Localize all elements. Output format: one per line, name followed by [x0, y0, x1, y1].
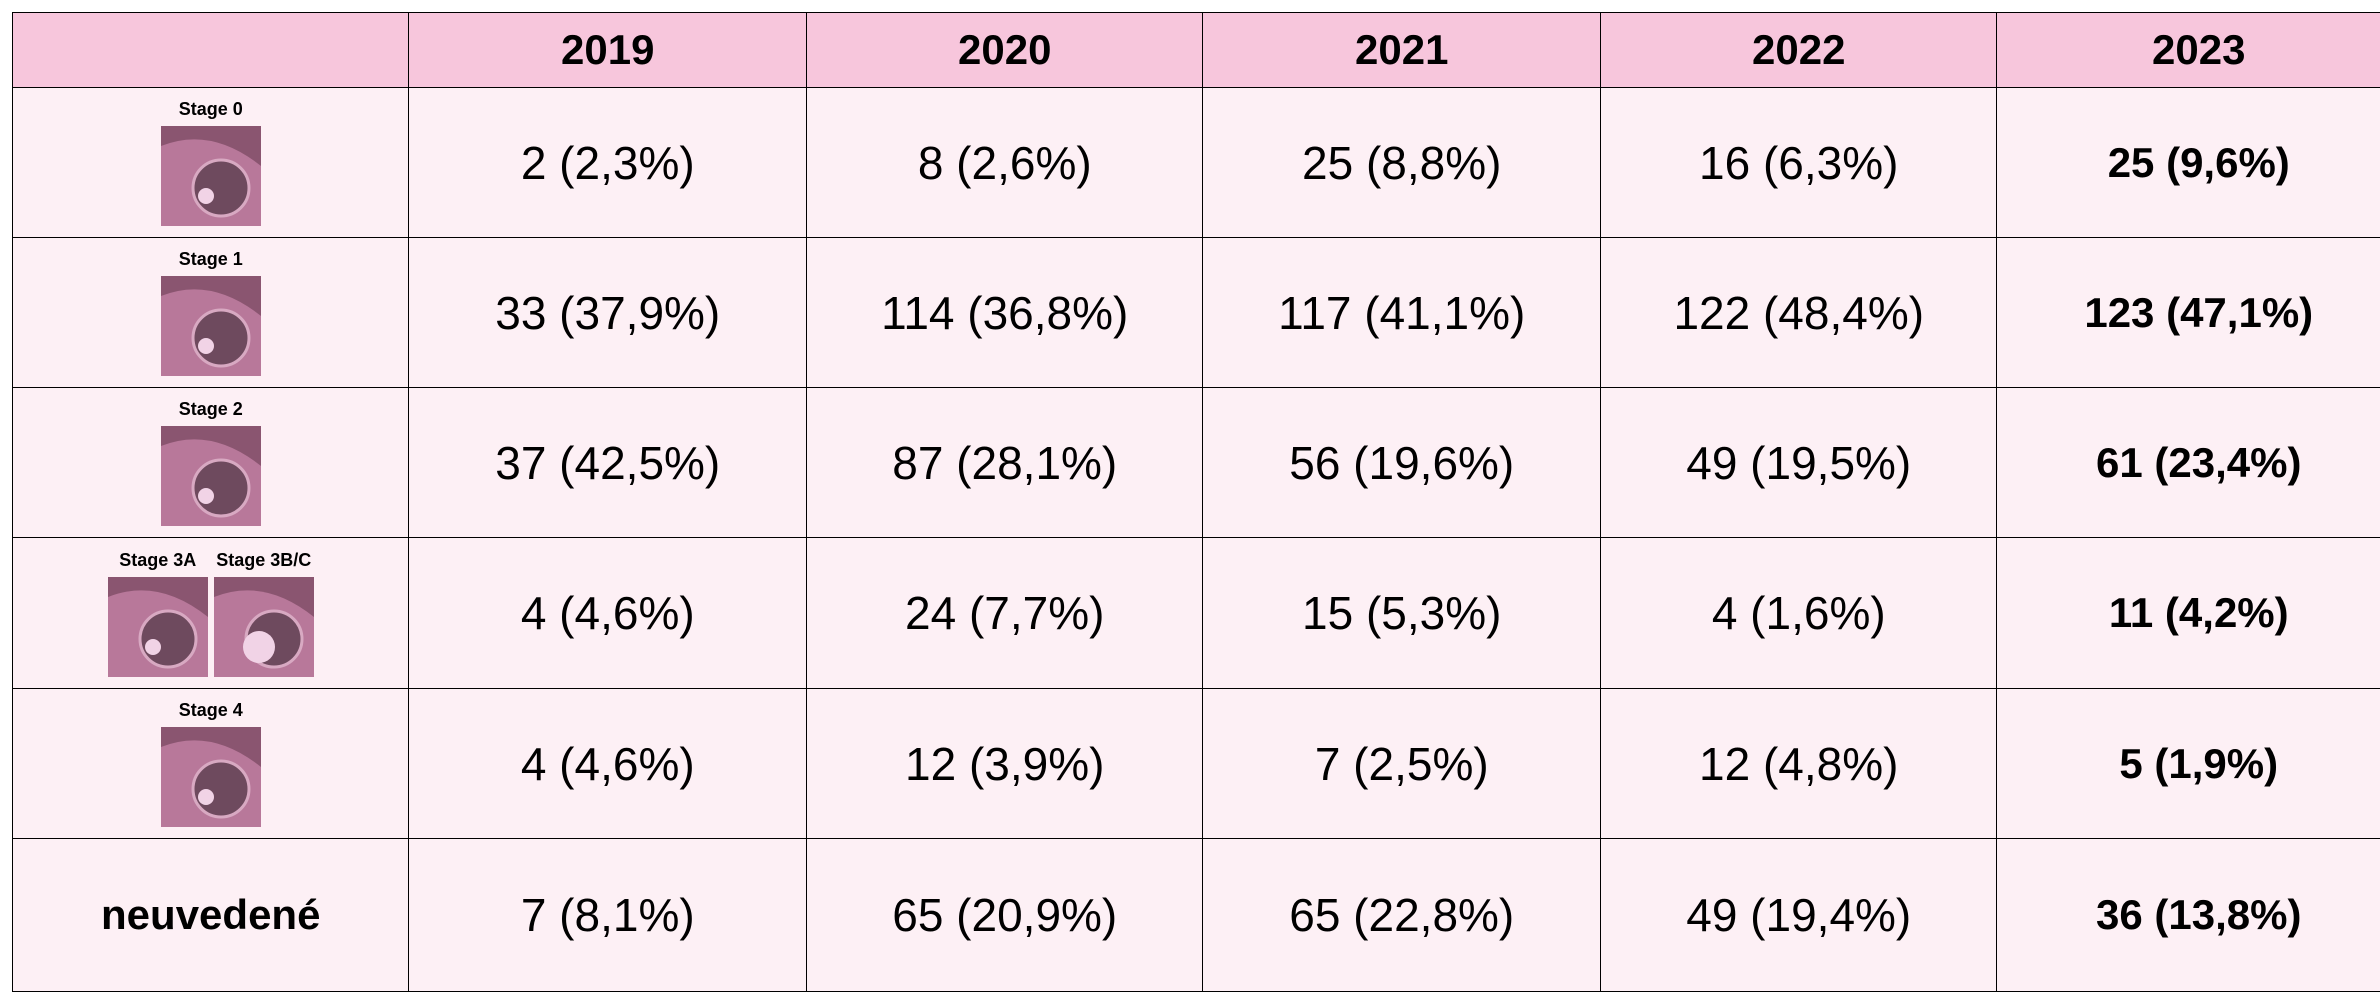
data-cell: 2 (2,3%) [408, 87, 808, 239]
stage-label: Stage 3B/C [216, 549, 312, 570]
stage-label: Stage 4 [178, 700, 243, 721]
data-cell: 61 (23,4%) [1996, 387, 2380, 539]
stage: Stage 4 [160, 700, 261, 828]
stage-images: Stage 3A Stage 3B/C [107, 549, 314, 677]
header-cell: 2023 [1996, 12, 2380, 89]
data-cell: 49 (19,4%) [1600, 838, 1998, 992]
stage-label: Stage 0 [178, 99, 243, 120]
header-cell: 2020 [806, 12, 1204, 89]
stage-label: Stage 1 [178, 249, 243, 270]
header-cell: 2021 [1202, 12, 1602, 89]
data-cell: 37 (42,5%) [408, 387, 808, 539]
data-cell: 123 (47,1%) [1996, 237, 2380, 389]
data-cell: 4 (1,6%) [1600, 537, 1998, 690]
stage-images: Stage 1 [160, 249, 261, 377]
stage-illustration [160, 126, 261, 227]
data-cell: 16 (6,3%) [1600, 87, 1998, 239]
row-label-cell: neuvedené [12, 838, 410, 992]
stage: Stage 0 [160, 99, 261, 227]
data-cell: 4 (4,6%) [408, 688, 808, 840]
data-cell: 36 (13,8%) [1996, 838, 2380, 992]
data-cell: 12 (4,8%) [1600, 688, 1998, 840]
row-label-cell: Stage 4 [12, 688, 410, 840]
row-label-cell: Stage 2 [12, 387, 410, 539]
stage-images: Stage 0 [160, 99, 261, 227]
stage-illustration [107, 576, 208, 677]
data-cell: 33 (37,9%) [408, 237, 808, 389]
stage-illustration [160, 426, 261, 527]
data-cell: 25 (9,6%) [1996, 87, 2380, 239]
row-label-cell: Stage 3A Stage 3B/C [12, 537, 410, 690]
stage-label: Stage 2 [178, 399, 243, 420]
data-cell: 24 (7,7%) [806, 537, 1204, 690]
stage-illustration [160, 727, 261, 828]
stage: Stage 3A [107, 549, 208, 677]
data-cell: 49 (19,5%) [1600, 387, 1998, 539]
data-cell: 122 (48,4%) [1600, 237, 1998, 389]
data-cell: 25 (8,8%) [1202, 87, 1602, 239]
header-cell: 2022 [1600, 12, 1998, 89]
stage-illustration [160, 276, 261, 377]
data-cell: 65 (22,8%) [1202, 838, 1602, 992]
stage: Stage 2 [160, 399, 261, 527]
data-cell: 7 (2,5%) [1202, 688, 1602, 840]
stage-images: Stage 4 [160, 700, 261, 828]
data-cell: 7 (8,1%) [408, 838, 808, 992]
stage-images: Stage 2 [160, 399, 261, 527]
data-cell: 15 (5,3%) [1202, 537, 1602, 690]
stage: Stage 3B/C [213, 549, 314, 677]
stage: Stage 1 [160, 249, 261, 377]
row-label: neuvedené [101, 890, 321, 938]
data-cell: 4 (4,6%) [408, 537, 808, 690]
data-cell: 12 (3,9%) [806, 688, 1204, 840]
data-cell: 11 (4,2%) [1996, 537, 2380, 690]
data-cell: 117 (41,1%) [1202, 237, 1602, 389]
data-cell: 65 (20,9%) [806, 838, 1204, 992]
header-corner [12, 12, 410, 89]
row-label-cell: Stage 0 [12, 87, 410, 239]
data-cell: 114 (36,8%) [806, 237, 1204, 389]
header-cell: 2019 [408, 12, 808, 89]
data-cell: 5 (1,9%) [1996, 688, 2380, 840]
row-label-cell: Stage 1 [12, 237, 410, 389]
data-cell: 56 (19,6%) [1202, 387, 1602, 539]
stage-label: Stage 3A [119, 549, 197, 570]
stage-illustration [213, 576, 314, 677]
data-cell: 8 (2,6%) [806, 87, 1204, 239]
data-cell: 87 (28,1%) [806, 387, 1204, 539]
